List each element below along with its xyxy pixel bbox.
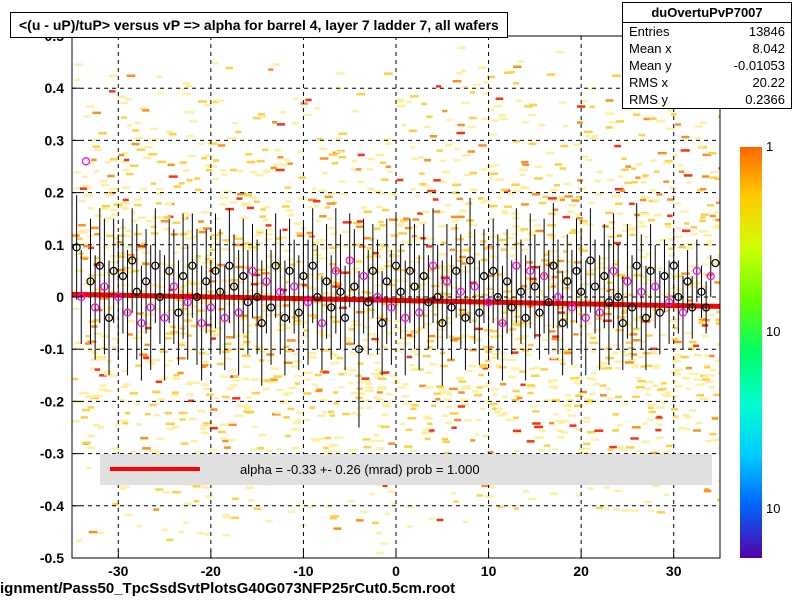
stats-value: 8.042: [752, 41, 785, 56]
stats-value: -0.01053: [734, 58, 785, 73]
svg-text:0.4: 0.4: [45, 80, 65, 96]
chart-title: <(u - uP)/tuP> versus vP => alpha for ba…: [19, 17, 499, 33]
svg-text:-0.3: -0.3: [40, 446, 64, 462]
legend-box: alpha = -0.33 +- 0.26 (mrad) prob = 1.00…: [100, 454, 712, 485]
legend-text: alpha = -0.33 +- 0.26 (mrad) prob = 1.00…: [240, 462, 480, 477]
svg-text:0.1: 0.1: [45, 237, 65, 253]
stats-row-meanx: Mean x 8.042: [623, 40, 791, 57]
svg-text:-0.1: -0.1: [40, 341, 64, 357]
stats-row-meany: Mean y -0.01053: [623, 57, 791, 74]
stats-label: Mean y: [629, 58, 672, 73]
svg-text:-0.2: -0.2: [40, 393, 64, 409]
stats-label: Mean x: [629, 41, 672, 56]
footer-label: ignment/Pass50_TpcSsdSvtPlotsG40G073NFP2…: [0, 580, 455, 597]
stats-value: 13846: [749, 24, 785, 39]
svg-text:30: 30: [666, 563, 682, 579]
stats-name: duOvertuPvP7007: [623, 3, 791, 23]
svg-text:0: 0: [56, 289, 64, 305]
stats-row-rmsx: RMS x 20.22: [623, 74, 791, 91]
stats-label: RMS y: [629, 92, 668, 107]
stats-row-entries: Entries 13846: [623, 23, 791, 40]
svg-text:0.2: 0.2: [45, 185, 65, 201]
stats-label: Entries: [629, 24, 669, 39]
svg-text:-0.4: -0.4: [40, 498, 64, 514]
svg-text:-10: -10: [293, 563, 313, 579]
svg-text:10: 10: [481, 563, 497, 579]
svg-text:-0.5: -0.5: [40, 550, 64, 566]
stats-label: RMS x: [629, 75, 668, 90]
svg-text:-30: -30: [108, 563, 128, 579]
legend-line-icon: [110, 467, 200, 471]
stats-box: duOvertuPvP7007 Entries 13846 Mean x 8.0…: [622, 2, 792, 109]
svg-text:0.3: 0.3: [45, 132, 65, 148]
chart-title-box: <(u - uP)/tuP> versus vP => alpha for ba…: [10, 12, 508, 38]
stats-row-rmsy: RMS y 0.2366: [623, 91, 791, 108]
stats-value: 0.2366: [745, 92, 785, 107]
svg-text:0: 0: [392, 563, 400, 579]
svg-text:20: 20: [573, 563, 589, 579]
stats-value: 20.22: [752, 75, 785, 90]
footer-text: ignment/Pass50_TpcSsdSvtPlotsG40G073NFP2…: [0, 580, 455, 597]
colorbar: [740, 147, 762, 558]
svg-text:-20: -20: [201, 563, 221, 579]
